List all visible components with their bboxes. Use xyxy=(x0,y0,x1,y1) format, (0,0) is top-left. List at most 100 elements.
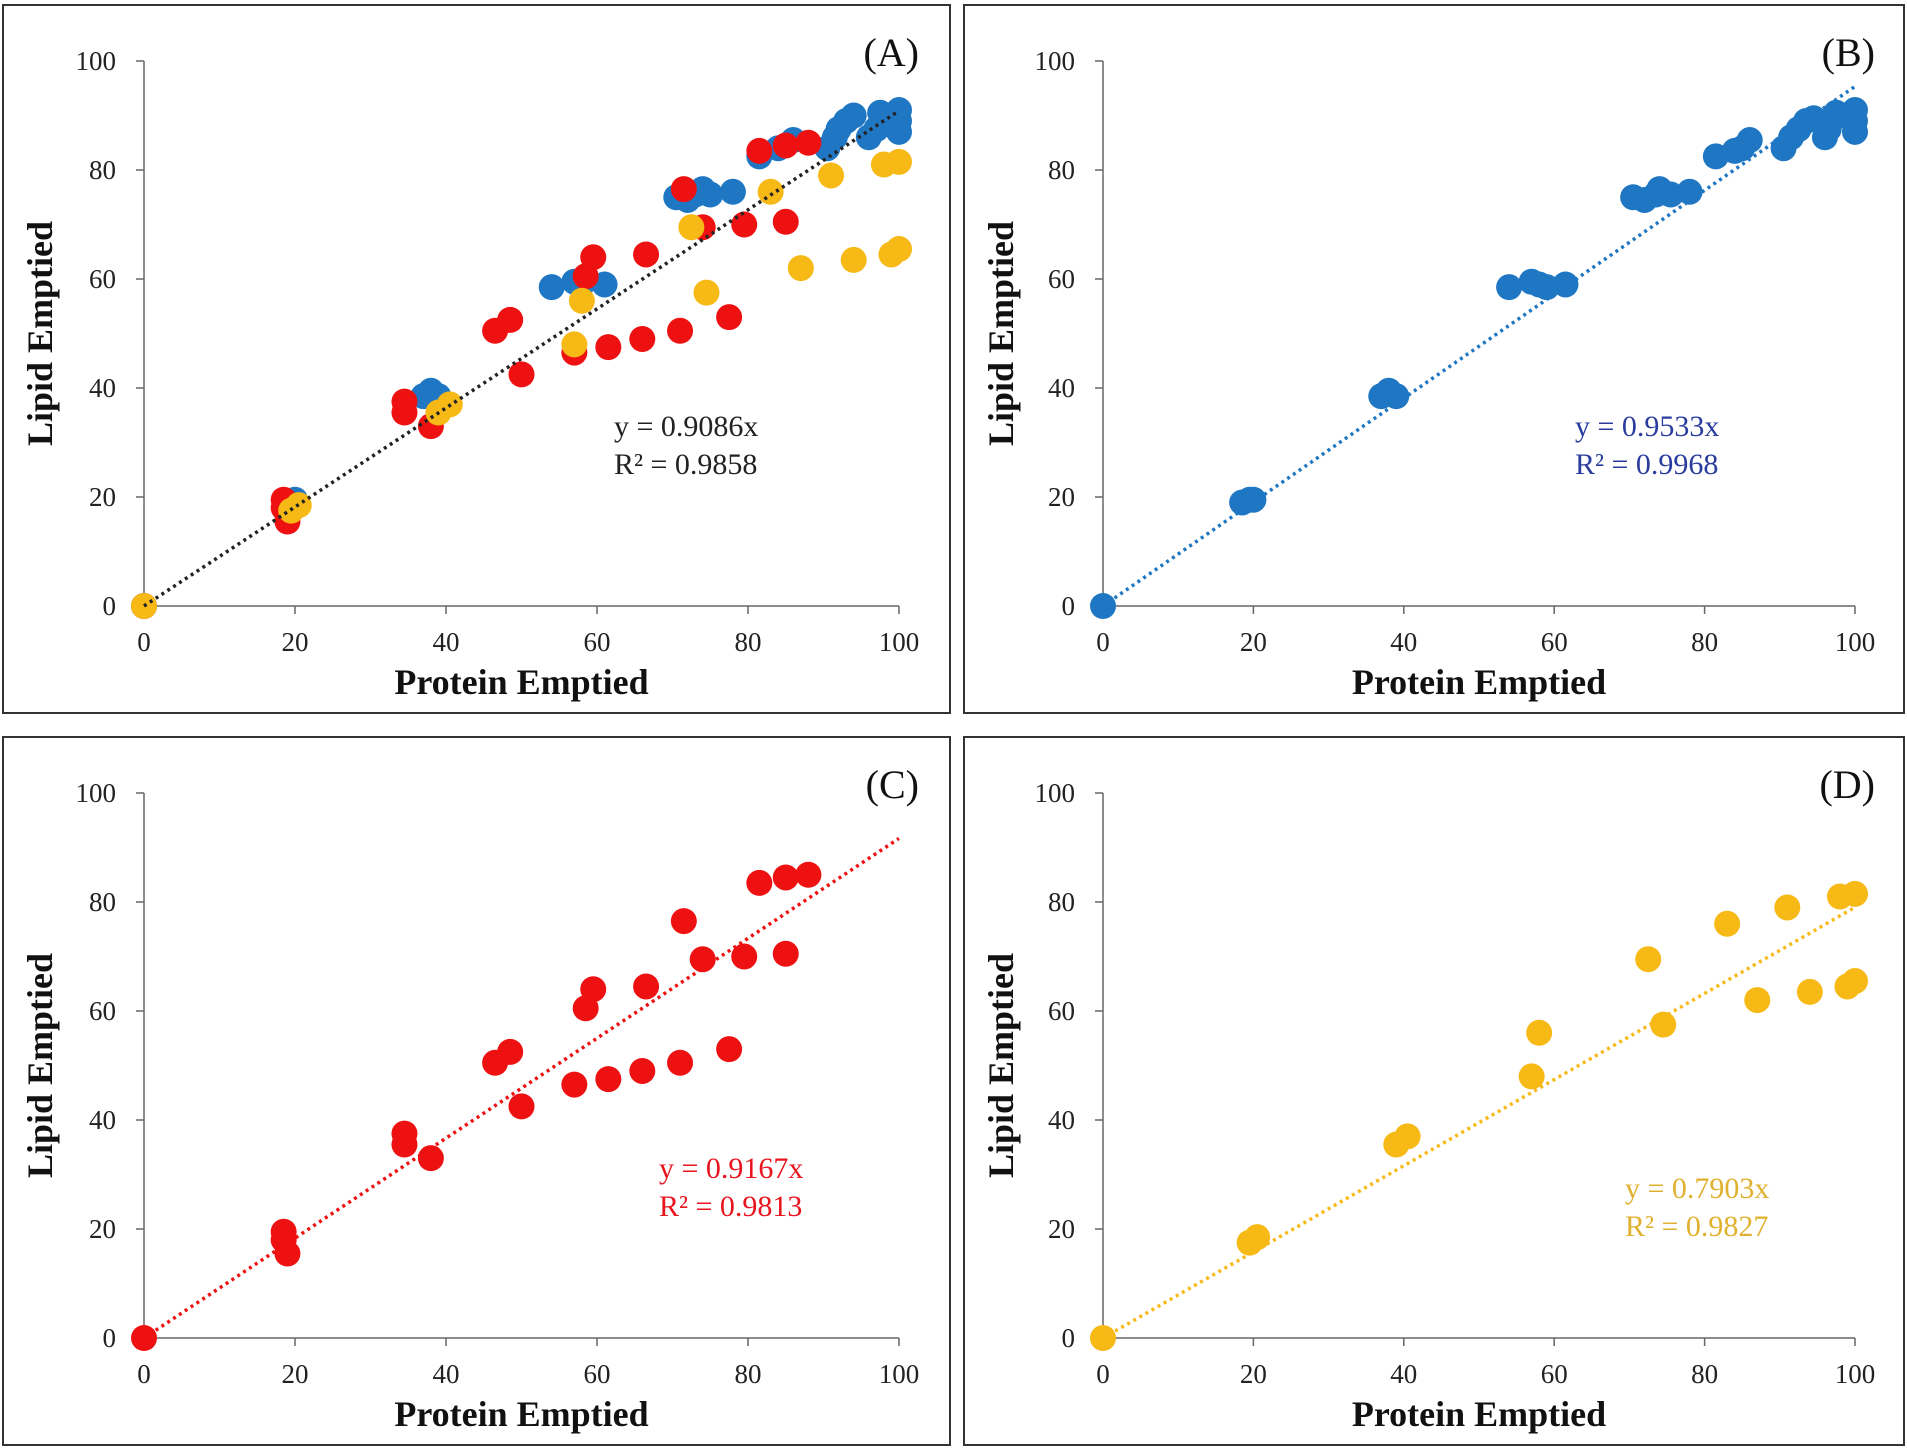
data-point-yellow xyxy=(561,331,588,358)
y-tick-label: 100 xyxy=(1035,778,1076,808)
data-point-red xyxy=(689,946,716,973)
data-point-red xyxy=(270,1218,297,1245)
data-point-yellow xyxy=(1774,894,1801,921)
data-point-red xyxy=(667,317,694,344)
y-tick-label: 80 xyxy=(89,155,116,185)
trendline-equation: y = 0.9533x xyxy=(1575,410,1719,443)
data-point-red xyxy=(629,325,656,352)
data-point-yellow xyxy=(1842,968,1868,995)
x-tick-label: 100 xyxy=(879,627,920,657)
x-tick-label: 0 xyxy=(137,1359,151,1389)
data-point-blue xyxy=(1240,486,1267,513)
panel-label: (B) xyxy=(1822,30,1875,75)
data-point-blue xyxy=(1552,271,1579,298)
data-point-red xyxy=(508,1093,535,1120)
data-point-blue xyxy=(1383,383,1410,410)
x-tick-label: 100 xyxy=(1835,627,1876,657)
trendline-r-squared: R² = 0.9813 xyxy=(659,1190,802,1223)
data-point-yellow xyxy=(1518,1063,1545,1090)
data-point-red xyxy=(580,976,607,1003)
data-point-blue xyxy=(886,118,912,145)
data-point-yellow xyxy=(818,162,845,189)
y-tick-label: 100 xyxy=(1035,46,1076,76)
data-point-yellow xyxy=(693,279,720,306)
data-point-red xyxy=(595,1066,622,1093)
y-axis-title: Lipid Emptied xyxy=(20,953,60,1178)
y-tick-label: 20 xyxy=(1048,482,1075,512)
x-tick-label: 0 xyxy=(1096,1359,1110,1389)
data-point-red xyxy=(731,943,758,970)
y-axis-title: Lipid Emptied xyxy=(981,221,1021,446)
data-point-yellow xyxy=(886,236,912,263)
y-tick-label: 80 xyxy=(89,887,116,917)
data-point-red xyxy=(508,361,535,388)
x-tick-label: 20 xyxy=(1240,627,1267,657)
data-point-yellow xyxy=(1842,880,1868,907)
data-point-red xyxy=(795,861,822,888)
data-point-red xyxy=(716,1036,743,1063)
y-tick-label: 100 xyxy=(76,778,117,808)
data-point-red xyxy=(391,1120,418,1147)
data-point-yellow xyxy=(1244,1224,1271,1251)
data-point-red xyxy=(746,869,773,896)
panel-label: (D) xyxy=(1819,762,1875,807)
data-point-red xyxy=(595,334,622,361)
x-tick-label: 80 xyxy=(735,627,762,657)
panel-d: 0 20 40 60 80 100 0 20 40 60 80 100 Protein Emptied L… xyxy=(963,736,1905,1446)
chart-a: 0 20 40 60 80 100 0 20 40 60 80 100 Protein Emptied L… xyxy=(20,30,920,702)
data-point-blue xyxy=(1496,274,1523,301)
y-tick-label: 60 xyxy=(1048,264,1075,294)
data-point-red xyxy=(772,132,799,159)
y-tick-label: 0 xyxy=(1062,591,1076,621)
y-tick-label: 0 xyxy=(103,591,117,621)
data-point-blue xyxy=(1842,118,1868,145)
x-tick-label: 0 xyxy=(137,627,151,657)
y-tick-label: 40 xyxy=(1048,1105,1075,1135)
series-blue xyxy=(1090,97,1868,619)
x-tick-label: 20 xyxy=(1240,1359,1267,1389)
data-point-blue xyxy=(840,102,867,129)
chart-c: 0 20 40 60 80 100 0 20 40 60 80 100 Protein Emptied L… xyxy=(20,762,920,1434)
x-axis-title: Protein Emptied xyxy=(1352,662,1606,702)
data-point-yellow xyxy=(1714,910,1741,937)
y-tick-label: 0 xyxy=(103,1323,117,1353)
series-yellow xyxy=(1090,880,1868,1351)
x-tick-label: 100 xyxy=(879,1359,920,1389)
panel-label: (C) xyxy=(866,762,919,807)
y-tick-label: 60 xyxy=(89,996,116,1026)
y-tick-label: 60 xyxy=(1048,996,1075,1026)
x-tick-label: 20 xyxy=(282,1359,309,1389)
data-point-red xyxy=(667,1049,694,1076)
data-point-yellow xyxy=(886,148,912,175)
data-point-yellow xyxy=(1635,946,1662,973)
trendline-r-squared: R² = 0.9827 xyxy=(1625,1210,1768,1243)
data-point-yellow xyxy=(840,246,867,273)
x-tick-label: 20 xyxy=(282,627,309,657)
trendline xyxy=(1102,85,1856,608)
data-point-yellow xyxy=(1650,1011,1677,1038)
x-tick-label: 40 xyxy=(1390,627,1417,657)
x-tick-label: 40 xyxy=(433,1359,460,1389)
series-blue xyxy=(131,97,912,619)
series-red xyxy=(131,861,822,1351)
x-tick-label: 80 xyxy=(735,1359,762,1389)
data-point-yellow xyxy=(1744,987,1771,1014)
y-tick-label: 20 xyxy=(1048,1214,1075,1244)
panel-a: 0 20 40 60 80 100 0 20 40 60 80 100 Protein Emptied L… xyxy=(2,4,951,714)
y-axis-title: Lipid Emptied xyxy=(981,953,1021,1178)
x-tick-label: 80 xyxy=(1691,1359,1718,1389)
data-point-red xyxy=(633,241,660,268)
data-point-red xyxy=(633,973,660,1000)
data-point-blue xyxy=(697,181,724,208)
trendline-equation: y = 0.7903x xyxy=(1625,1172,1769,1205)
panel-b: 0 20 40 60 80 100 0 20 40 60 80 100 Protein Emptied L… xyxy=(963,4,1905,714)
data-point-red xyxy=(772,864,799,891)
data-point-blue xyxy=(719,178,746,205)
data-point-red xyxy=(746,137,773,164)
x-axis-title: Protein Emptied xyxy=(394,662,648,702)
series-yellow xyxy=(131,148,912,619)
x-tick-label: 100 xyxy=(1835,1359,1876,1389)
data-point-yellow xyxy=(1526,1019,1553,1046)
y-axis-title: Lipid Emptied xyxy=(20,221,60,446)
data-point-yellow xyxy=(787,255,814,282)
